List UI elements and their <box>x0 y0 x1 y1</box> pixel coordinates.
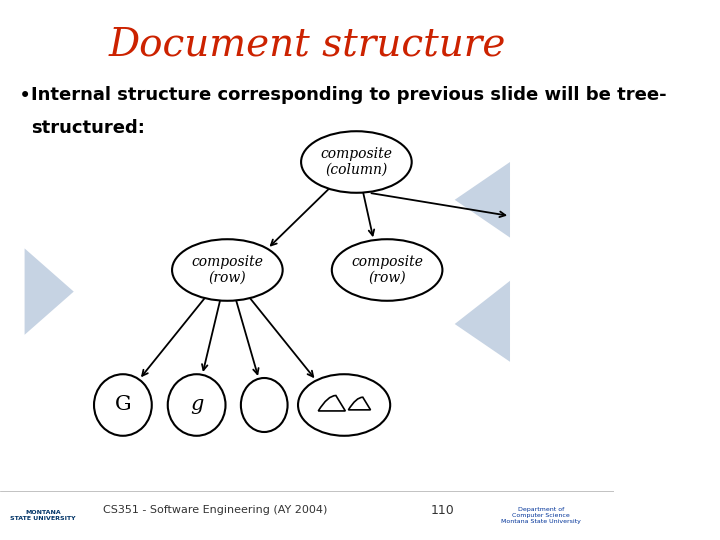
Polygon shape <box>455 162 510 238</box>
Text: composite
(row): composite (row) <box>351 255 423 285</box>
Text: composite
(column): composite (column) <box>320 147 392 177</box>
Text: G: G <box>114 395 131 415</box>
Text: Internal structure corresponding to previous slide will be tree-: Internal structure corresponding to prev… <box>31 86 666 104</box>
Ellipse shape <box>94 374 152 436</box>
Text: •: • <box>19 86 31 106</box>
Text: Department of
Computer Science
Montana State University: Department of Computer Science Montana S… <box>501 508 580 524</box>
Ellipse shape <box>301 131 412 193</box>
Text: MONTANA
STATE UNIVERSITY: MONTANA STATE UNIVERSITY <box>10 510 76 521</box>
Ellipse shape <box>298 374 390 436</box>
Ellipse shape <box>172 239 283 301</box>
Polygon shape <box>455 281 510 362</box>
Text: structured:: structured: <box>31 119 145 137</box>
Ellipse shape <box>241 378 287 432</box>
Text: 110: 110 <box>431 504 454 517</box>
Text: CS351 - Software Engineering (AY 2004): CS351 - Software Engineering (AY 2004) <box>103 505 328 515</box>
Text: composite
(row): composite (row) <box>192 255 264 285</box>
Ellipse shape <box>332 239 442 301</box>
Text: g: g <box>190 395 203 415</box>
Text: Document structure: Document structure <box>109 27 506 64</box>
Ellipse shape <box>168 374 225 436</box>
Polygon shape <box>24 248 73 335</box>
